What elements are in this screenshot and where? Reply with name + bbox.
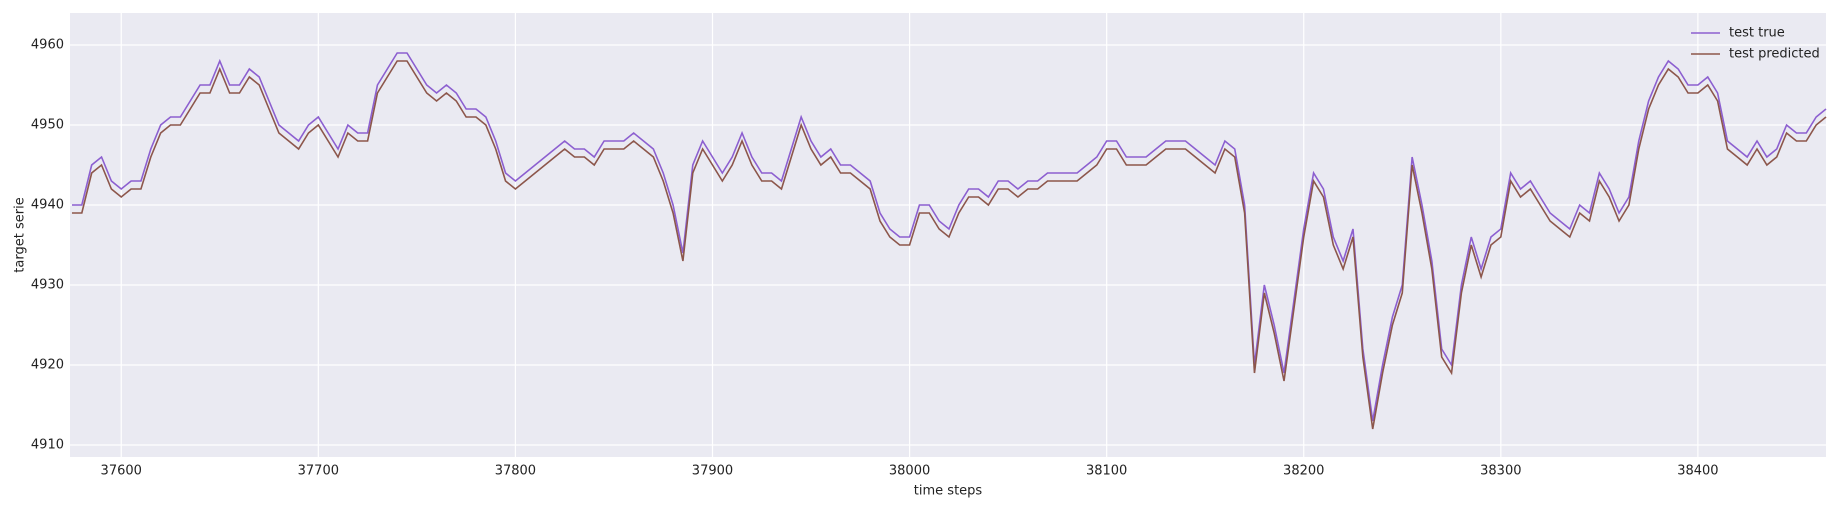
x-tick-label: 38400 — [1677, 464, 1718, 479]
x-tick-label: 38000 — [889, 464, 930, 479]
y-tick-label: 4940 — [31, 198, 64, 213]
y-axis-label: target serie — [13, 197, 28, 272]
legend-label: test predicted — [1729, 47, 1820, 62]
x-tick-label: 37900 — [692, 464, 733, 479]
x-tick-label: 38200 — [1283, 464, 1324, 479]
y-tick-label: 4910 — [31, 438, 64, 453]
x-axis-label: time steps — [914, 484, 983, 499]
y-tick-label: 4950 — [31, 118, 64, 133]
x-tick-label: 37800 — [495, 464, 536, 479]
x-tick-label: 37600 — [101, 464, 142, 479]
plot-area — [70, 13, 1826, 457]
series-line — [71, 52, 1827, 422]
y-tick-label: 4920 — [31, 358, 64, 373]
x-tick-label: 38100 — [1086, 464, 1127, 479]
y-tick-label: 4960 — [31, 38, 64, 53]
series-line — [71, 60, 1827, 430]
x-tick-label: 38300 — [1480, 464, 1521, 479]
legend-label: test true — [1729, 26, 1785, 41]
x-tick-label: 37700 — [298, 464, 339, 479]
y-tick-label: 4930 — [31, 278, 64, 293]
